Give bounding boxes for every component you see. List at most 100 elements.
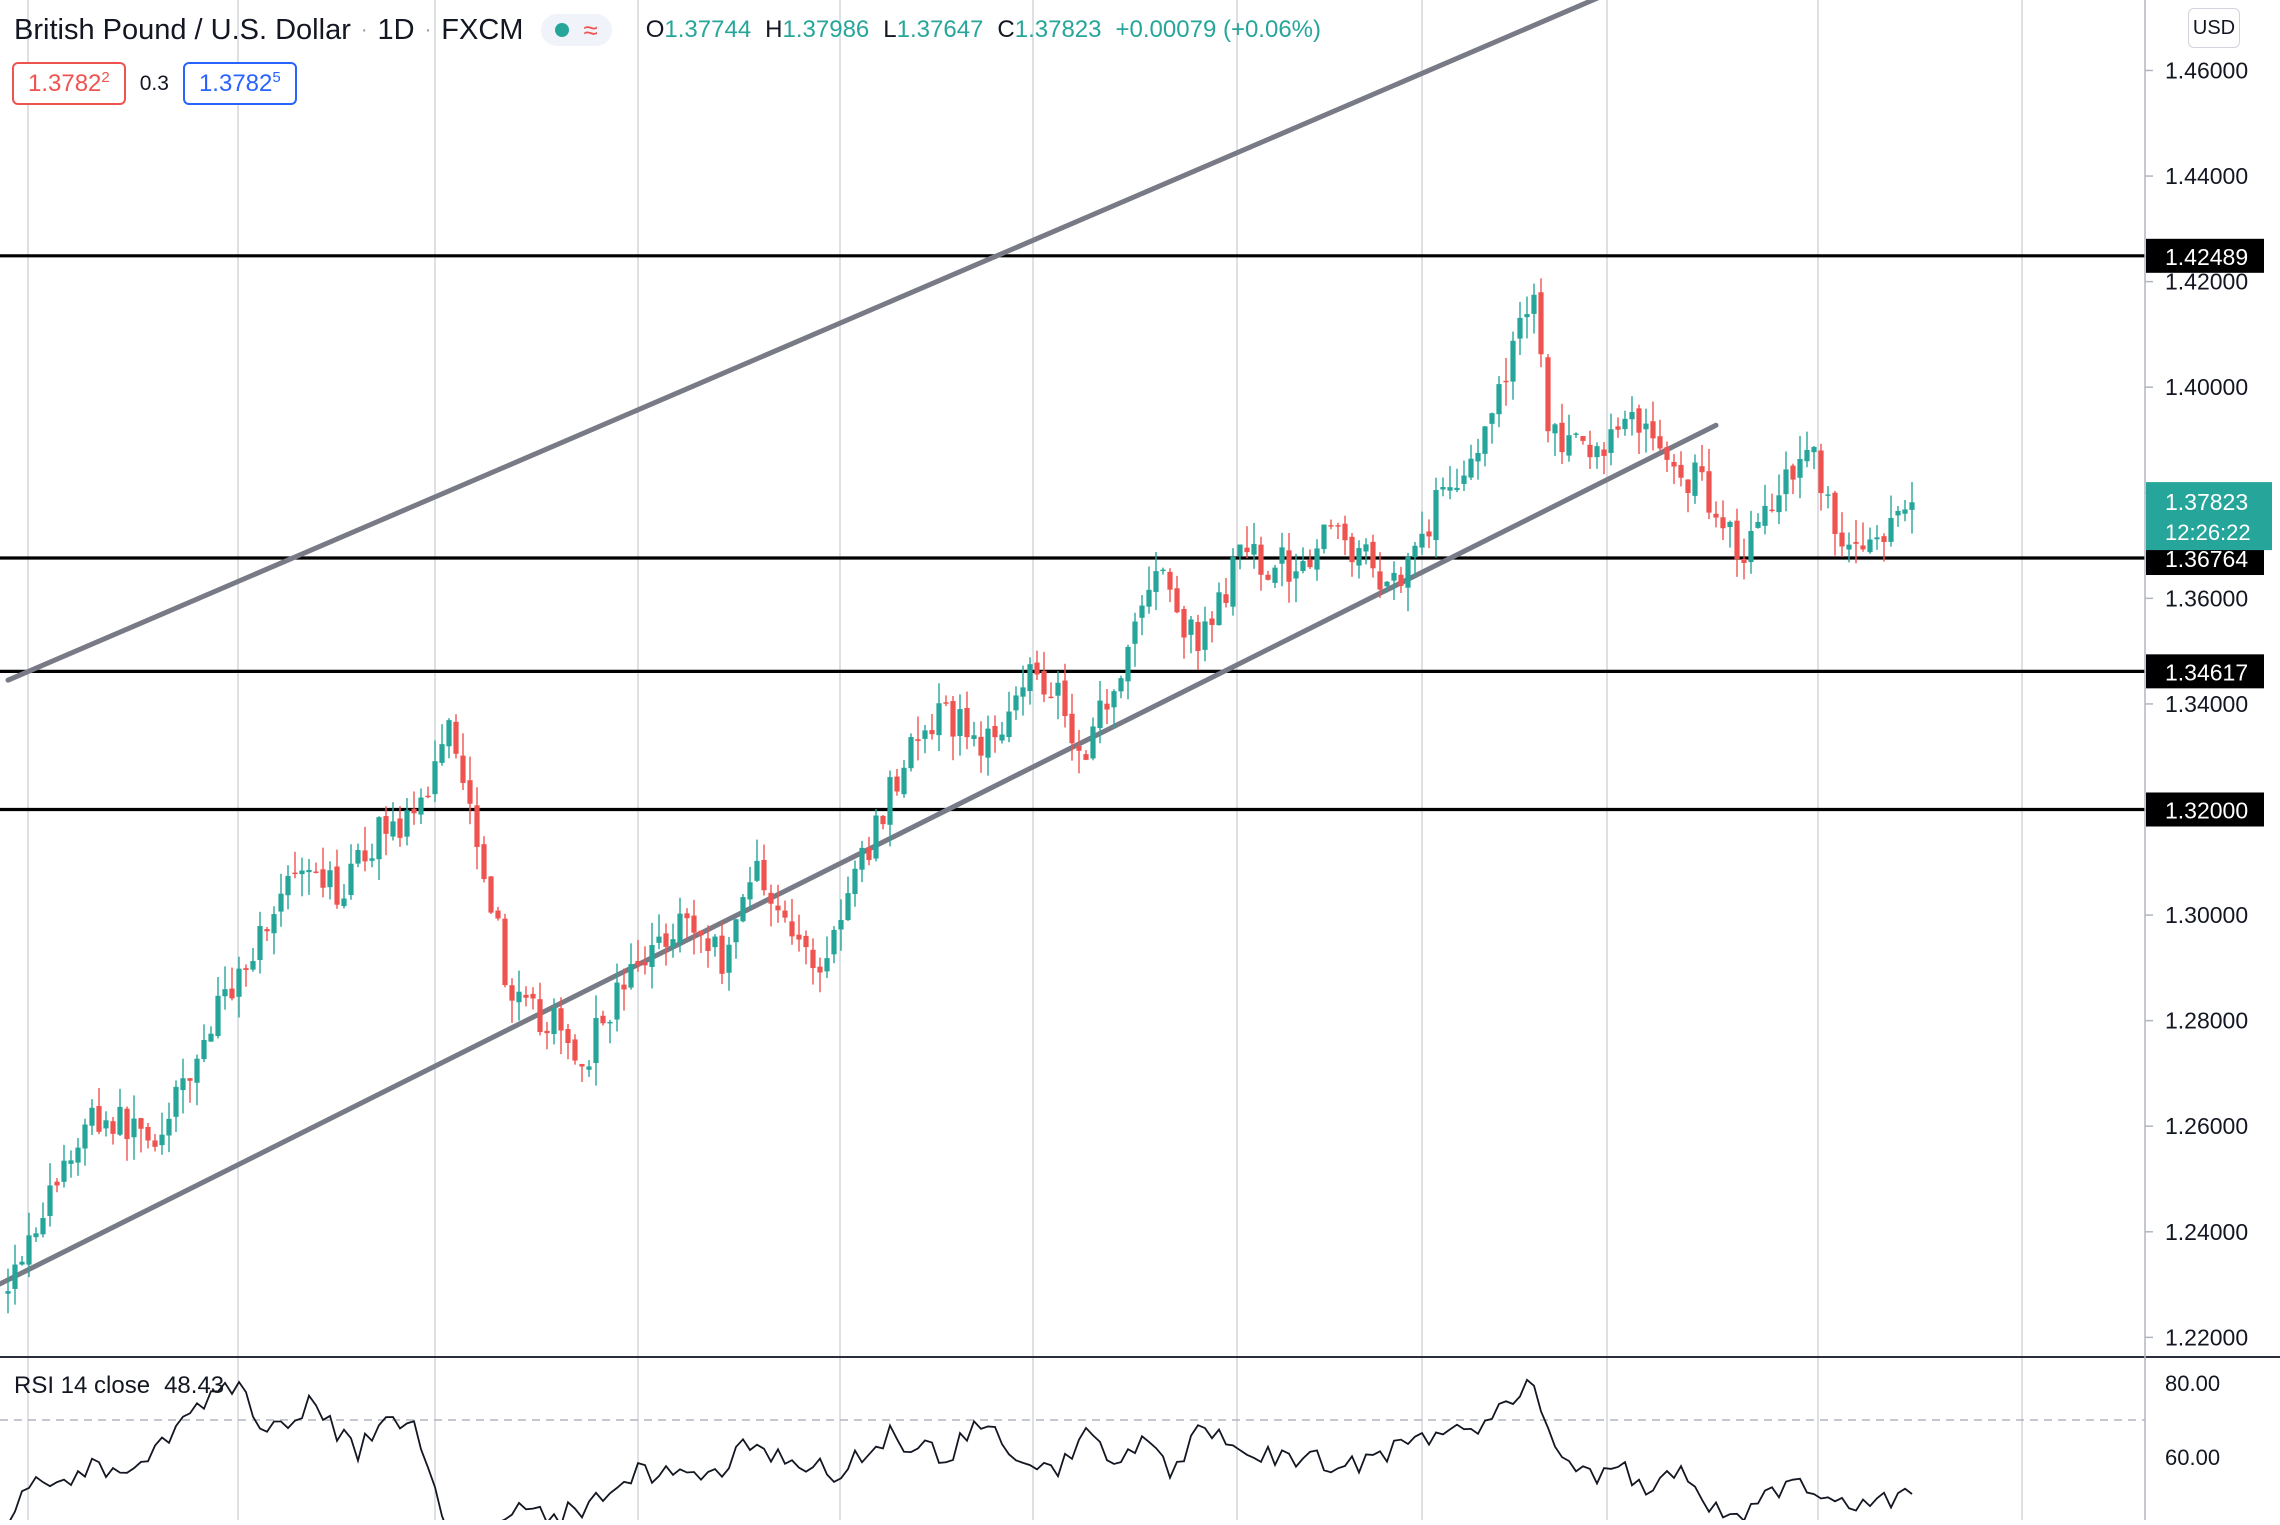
candle [61, 1144, 67, 1188]
candle [761, 844, 767, 896]
ohlc-close-label: C [997, 16, 1015, 43]
candle [1216, 582, 1222, 626]
candle [369, 843, 375, 868]
candle [866, 836, 872, 866]
candle [1804, 431, 1810, 468]
horizontal-levels[interactable] [0, 254, 2145, 812]
candle [1027, 657, 1033, 705]
candle [726, 936, 732, 991]
sell-button[interactable]: 1.37822 [12, 62, 126, 105]
buy-button[interactable]: 1.37825 [182, 62, 297, 105]
candle [509, 978, 515, 1023]
candle [803, 930, 809, 965]
currency-button[interactable]: USD [2188, 8, 2240, 48]
candle [838, 899, 844, 951]
candle [999, 721, 1005, 744]
candle [1622, 410, 1628, 436]
candle [362, 826, 368, 872]
candle [537, 982, 543, 1036]
candle [292, 851, 298, 879]
price-labels: 1.42489 1.36764 1.34617 1.32000 1.37823 12:26… [2146, 238, 2272, 827]
candle [299, 857, 305, 897]
y-tick-label: 1.46000 [2165, 57, 2248, 83]
candle [1202, 606, 1208, 662]
candle [439, 724, 445, 766]
candle [817, 957, 823, 993]
y-tick-label: 1.24000 [2165, 1219, 2248, 1245]
candle [1209, 611, 1215, 643]
trend-channel[interactable] [0, 0, 1719, 1329]
candle [733, 918, 739, 959]
candle [1902, 499, 1908, 522]
level-price-label: 1.36764 [2165, 546, 2248, 572]
candle [684, 908, 690, 939]
candle [1741, 538, 1747, 580]
candle [880, 815, 886, 830]
symbol-title[interactable]: British Pound / U.S. Dollar [14, 13, 351, 46]
candle [1314, 539, 1320, 581]
candle [1356, 540, 1362, 579]
header-separator: · [424, 18, 432, 41]
candle [558, 997, 564, 1055]
y-tick-label: 1.30000 [2165, 902, 2248, 928]
y-tick-label: 1.40000 [2165, 374, 2248, 400]
candle [411, 791, 417, 825]
candle [110, 1116, 116, 1145]
candle [873, 809, 879, 862]
interval-label[interactable]: 1D [377, 13, 415, 46]
candle [691, 899, 697, 955]
candle [348, 844, 354, 900]
candle [852, 860, 858, 907]
candle [551, 998, 557, 1045]
candle [579, 1063, 585, 1082]
candle [1174, 575, 1180, 614]
candle [1489, 412, 1495, 444]
candle [586, 1060, 592, 1077]
candle [894, 769, 900, 796]
candle [194, 1054, 200, 1106]
trendline-lower[interactable] [0, 422, 1719, 1329]
candle [1552, 422, 1558, 457]
candle [1153, 552, 1159, 611]
candle [215, 976, 221, 1039]
market-status[interactable]: ≈ [541, 14, 612, 46]
candle [1307, 549, 1313, 569]
y-tick-label: 1.28000 [2165, 1008, 2248, 1034]
candle [796, 914, 802, 952]
candle [1559, 403, 1565, 464]
candle [383, 806, 389, 856]
candle [1776, 474, 1782, 525]
candle [257, 911, 263, 974]
candle [1006, 691, 1012, 743]
candle [1160, 567, 1166, 575]
candle [901, 760, 907, 798]
rsi-legend[interactable]: RSI 14 close 48.43 [14, 1372, 224, 1400]
candle [768, 884, 774, 927]
candle [1342, 515, 1348, 556]
candle [712, 934, 718, 957]
candle [313, 862, 319, 874]
trendline-upper[interactable] [5, 0, 1660, 683]
candle [19, 1255, 25, 1266]
candle [565, 1023, 571, 1060]
candle [1076, 729, 1082, 774]
candle [845, 876, 851, 921]
y-tick-label: 1.22000 [2165, 1324, 2248, 1350]
sell-price-pip: 2 [101, 69, 110, 86]
level-price-tag [2146, 238, 2264, 273]
candle [138, 1117, 144, 1153]
candle [159, 1112, 165, 1155]
candle [523, 986, 529, 1007]
y-tick-label: 1.26000 [2165, 1113, 2248, 1139]
candle [1503, 357, 1509, 406]
candle [264, 926, 270, 941]
candle [1496, 376, 1502, 428]
candle [789, 898, 795, 945]
candle [600, 1010, 606, 1026]
candle [957, 694, 963, 756]
candle [1538, 278, 1544, 368]
candle [663, 923, 669, 966]
candle [453, 714, 459, 759]
